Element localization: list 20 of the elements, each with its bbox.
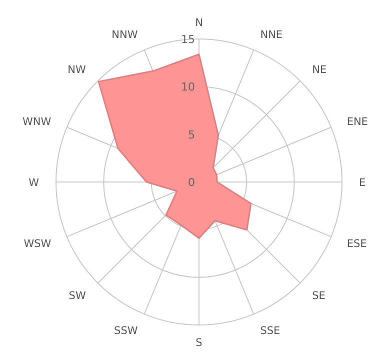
y-tick-label: 5 <box>188 128 195 142</box>
spoke-label: NE <box>312 64 327 76</box>
spoke-label: WSW <box>24 238 52 250</box>
spoke-label: SW <box>68 290 86 302</box>
spoke-label: S <box>196 337 203 349</box>
spoke-label: SE <box>312 290 326 302</box>
spoke-label: ESE <box>346 238 367 250</box>
spoke-label: ENE <box>346 116 368 128</box>
y-tick-label: 0 <box>188 176 195 189</box>
spoke-label: W <box>28 177 40 189</box>
spoke-label: SSW <box>114 324 138 337</box>
spoke-label: SSE <box>260 324 280 337</box>
spoke-label: NNW <box>112 29 138 42</box>
spoke-label: NNE <box>260 29 283 42</box>
spoke-label: E <box>359 177 366 189</box>
y-tick-label: 15 <box>181 33 195 46</box>
spoke-label: WNW <box>22 116 52 128</box>
y-tick-label: 10 <box>181 80 195 94</box>
spoke-label: N <box>195 17 203 29</box>
spoke-label: NW <box>68 64 86 76</box>
